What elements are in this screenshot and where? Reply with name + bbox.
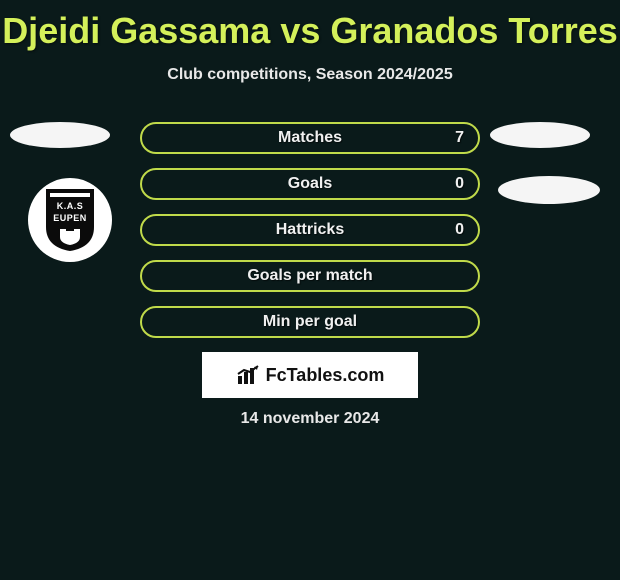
brand-text: FcTables.com (266, 365, 385, 386)
side-ellipse-1 (490, 122, 590, 148)
brand-box: FcTables.com (202, 352, 418, 398)
club-badge-text-2: EUPEN (42, 213, 98, 223)
stat-value: 7 (455, 129, 464, 147)
stat-row-min-per-goal: Min per goal (140, 306, 480, 338)
stat-label: Matches (278, 129, 342, 147)
stat-row-hattricks: Hattricks 0 (140, 214, 480, 246)
stat-row-goals-per-match: Goals per match (140, 260, 480, 292)
stat-row-matches: Matches 7 (140, 122, 480, 154)
stat-label: Hattricks (276, 221, 344, 239)
stat-label: Goals per match (247, 267, 372, 285)
date-text: 14 november 2024 (0, 410, 620, 428)
side-ellipse-2 (498, 176, 600, 204)
brand-chart-icon (236, 364, 262, 386)
subtitle: Club competitions, Season 2024/2025 (0, 66, 620, 84)
stat-value: 0 (455, 221, 464, 239)
club-badge-shield: K.A.S EUPEN (42, 187, 98, 253)
club-badge-left: K.A.S EUPEN (28, 178, 112, 262)
stat-row-goals: Goals 0 (140, 168, 480, 200)
stat-value: 0 (455, 175, 464, 193)
stats-container: Matches 7 Goals 0 Hattricks 0 Goals per match M… (140, 122, 480, 352)
stat-label: Min per goal (263, 313, 357, 331)
stat-label: Goals (288, 175, 332, 193)
club-badge-text-1: K.A.S (42, 201, 98, 211)
side-ellipse-0 (10, 122, 110, 148)
page-title: Djeidi Gassama vs Granados Torres (0, 0, 620, 52)
